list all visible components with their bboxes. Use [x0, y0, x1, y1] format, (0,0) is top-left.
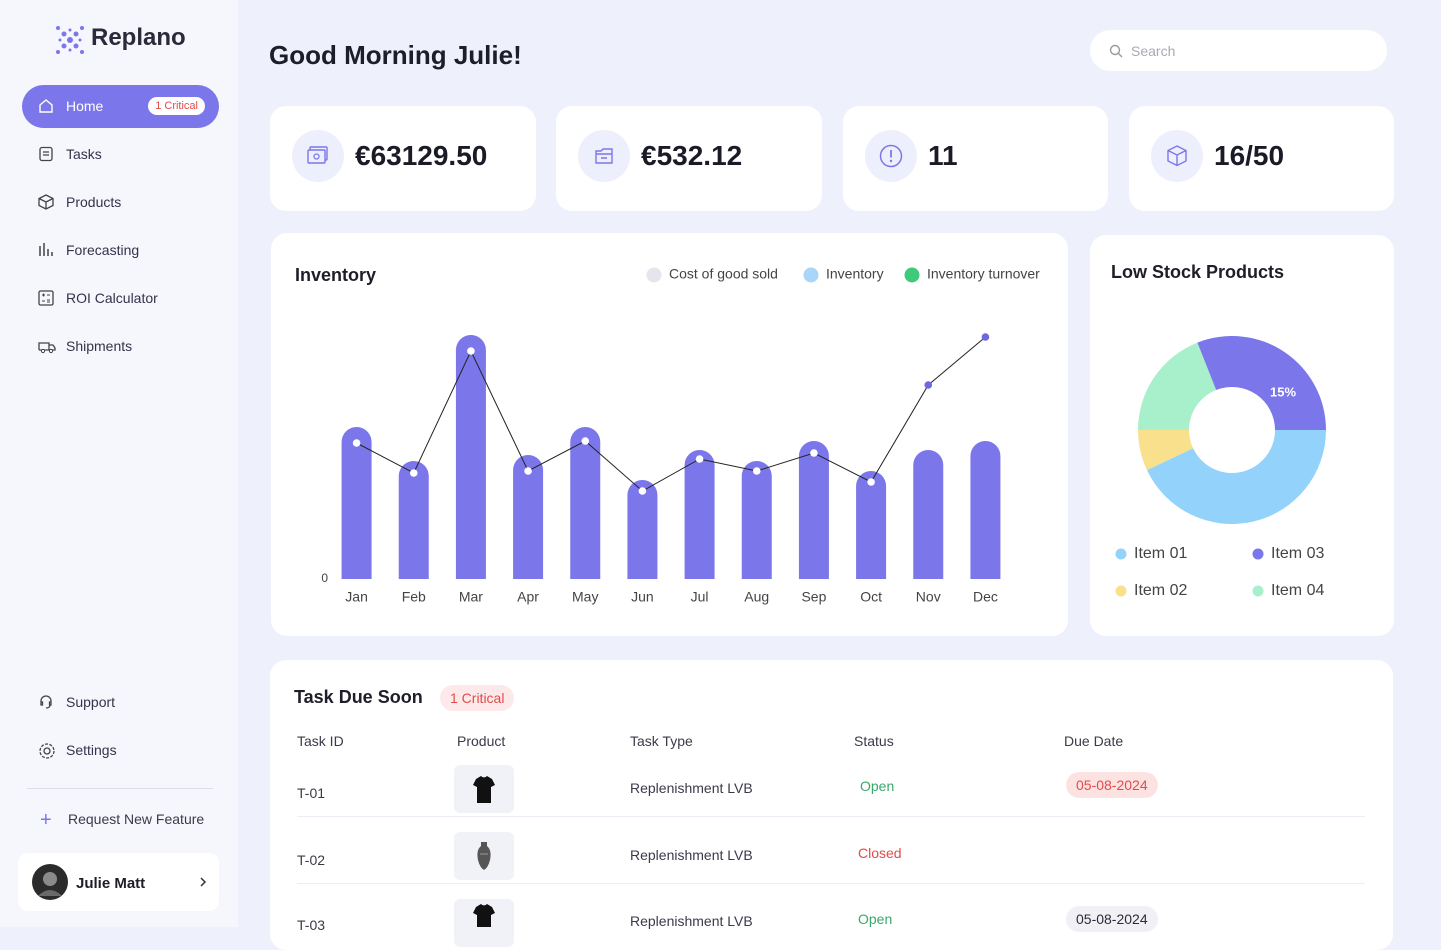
user-card[interactable]: Julie Matt [18, 853, 219, 911]
status: Closed [858, 845, 902, 861]
stat-icon [307, 146, 328, 164]
nav-item[interactable]: Home 1 Critical [22, 85, 219, 128]
sidebar: Replano Home 1 Critical Tasks Products F… [0, 0, 238, 927]
task-type: Replenishment LVB [630, 913, 753, 929]
product-thumb [454, 899, 514, 947]
stat-card: 16/50 [1129, 106, 1394, 211]
logo-icon [56, 26, 84, 54]
critical-badge: 1 Critical [440, 685, 515, 711]
nav-badge: 1 Critical [148, 97, 205, 115]
column-header: Due Date [1064, 733, 1124, 749]
nav-icon [39, 743, 55, 759]
avatar [32, 864, 68, 900]
nav-icon [39, 99, 53, 113]
stat-icon-bg [865, 130, 917, 182]
due-date: 05-08-2024 [1066, 772, 1158, 798]
tshirt-image [473, 776, 495, 803]
nav-label: Shipments [66, 338, 133, 354]
nav-item[interactable]: Tasks [22, 133, 219, 176]
nav-label: Settings [66, 742, 117, 758]
product-thumb [454, 765, 514, 813]
nav-icon [38, 194, 54, 210]
user-name: Julie Matt [76, 875, 146, 892]
stat-card: €532.12 [556, 106, 822, 211]
stat-card: €63129.50 [270, 106, 536, 211]
task-id: T-03 [297, 917, 326, 933]
product-thumb [454, 832, 514, 880]
task-id: T-02 [297, 852, 326, 868]
stat-value: €63129.50 [355, 140, 488, 171]
greeting: Good Morning Julie! [269, 40, 522, 70]
nav-item[interactable]: Support [22, 681, 219, 724]
nav-item[interactable]: Products [22, 181, 219, 224]
nav-icon [38, 342, 56, 354]
stat-value: €532.12 [641, 140, 743, 171]
tshirt-image [473, 904, 495, 927]
plus-icon: + [40, 809, 52, 831]
task-type: Replenishment LVB [630, 847, 753, 863]
stat-icon [595, 148, 613, 164]
nav-label: Tasks [66, 146, 102, 162]
stat-value: 16/50 [1214, 140, 1285, 171]
stat-card: 11 [843, 106, 1108, 211]
search-icon [1109, 44, 1123, 58]
chevron [200, 877, 207, 887]
nav-icon [40, 695, 52, 709]
page: Replano Dashboard { "sidebar": { "brand"… [0, 0, 1394, 950]
search-box[interactable]: Search [1090, 30, 1387, 71]
status: Open [858, 911, 893, 927]
stat-value: 11 [928, 140, 958, 171]
column-header: Task Type [630, 733, 693, 749]
nav-item[interactable]: Shipments [22, 325, 219, 368]
stat-icon-bg [578, 130, 630, 182]
nav-label: ROI Calculator [66, 290, 158, 306]
status: Open [860, 778, 895, 794]
column-header: Product [457, 733, 506, 749]
nav-item[interactable]: Forecasting [22, 229, 219, 272]
nav-icon [38, 290, 54, 306]
inventory-card [271, 233, 1068, 636]
chart-title: Inventory [295, 265, 377, 285]
divider [27, 788, 213, 789]
chart-title: Low Stock Products [1111, 262, 1285, 282]
row-divider [297, 883, 1365, 884]
low-stock-card [1090, 235, 1394, 636]
stat-icon [879, 144, 903, 168]
task-type: Replenishment LVB [630, 780, 753, 796]
nav-label: Home [66, 98, 104, 114]
row-divider [297, 816, 1365, 817]
nav-label: Products [66, 194, 122, 210]
stat-icon-bg [1151, 130, 1203, 182]
column-header: Status [854, 733, 894, 749]
table-title: Task Due Soon [294, 687, 423, 707]
column-header: Task ID [297, 733, 344, 749]
due-date: 05-08-2024 [1066, 906, 1158, 932]
stat-icon-bg [292, 130, 344, 182]
dashboard: Replano Home 1 Critical Tasks Products F… [0, 0, 1394, 950]
nav-label: Forecasting [66, 242, 140, 258]
nav-icon [39, 243, 53, 256]
nav-icon [39, 146, 53, 162]
stat-icon [1167, 145, 1187, 167]
task-id: T-01 [297, 785, 326, 801]
brand: Replano [91, 24, 186, 51]
nav-item[interactable]: Settings [22, 729, 219, 772]
nav-item[interactable]: ROI Calculator [22, 277, 219, 320]
vase-image [477, 842, 491, 870]
search-placeholder: Search [1131, 43, 1176, 59]
request-feature[interactable]: Request New Feature [68, 811, 205, 827]
nav-label: Support [66, 694, 116, 710]
task-card [270, 660, 1393, 950]
